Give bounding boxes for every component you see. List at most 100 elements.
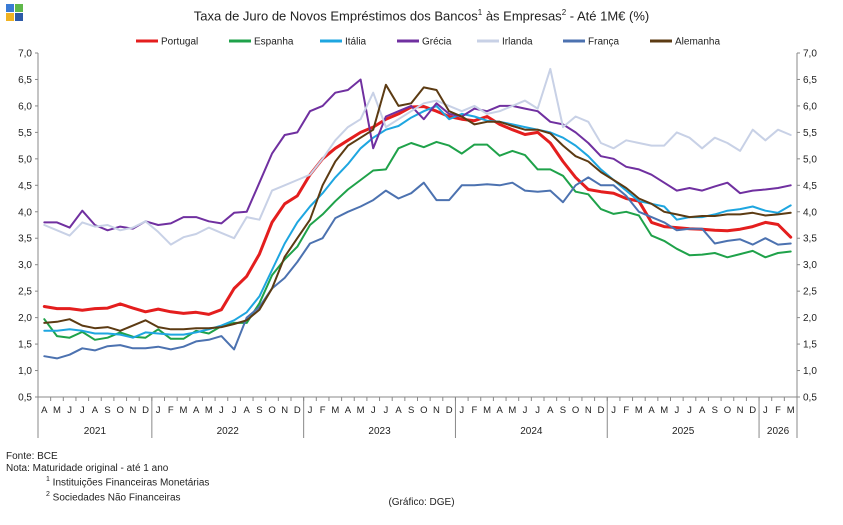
y-tick-label-right: 5,5 [803, 128, 817, 139]
month-label: O [572, 405, 579, 416]
month-label: F [168, 405, 174, 416]
month-label: A [648, 405, 655, 416]
month-label: M [357, 405, 365, 416]
y-tick-label-right: 6,0 [803, 101, 817, 112]
month-label: J [535, 405, 540, 416]
month-label: J [219, 405, 224, 416]
month-label: J [308, 405, 313, 416]
month-label: D [749, 405, 756, 416]
month-label: A [699, 405, 706, 416]
y-tick-label-left: 0,5 [18, 393, 32, 404]
year-label: 2023 [368, 426, 391, 437]
y-tick-label-right: 7,0 [803, 49, 817, 60]
year-label: 2022 [217, 426, 240, 437]
y-tick-label-left: 1,5 [18, 340, 32, 351]
month-label: S [712, 405, 718, 416]
y-tick-label-right: 1,0 [803, 366, 817, 377]
month-label: J [80, 405, 85, 416]
month-label: M [53, 405, 61, 416]
chart-axes: 0,5 0,5 1,0 1,0 1,5 1,5 2,0 2,0 2,5 2,5 3,0 3,0 3,5 3… [18, 49, 817, 438]
month-label: J [67, 405, 72, 416]
y-tick-label-right: 3,0 [803, 260, 817, 271]
month-label: D [597, 405, 604, 416]
month-label: M [205, 405, 213, 416]
y-tick-label-left: 2,5 [18, 287, 32, 298]
month-label: J [687, 405, 692, 416]
y-tick-label-right: 5,0 [803, 154, 817, 165]
month-label: J [232, 405, 237, 416]
month-label: J [156, 405, 161, 416]
month-label: O [420, 405, 427, 416]
month-label: M [180, 405, 188, 416]
y-tick-label-left: 5,5 [18, 128, 32, 139]
month-label: N [433, 405, 440, 416]
month-label: J [763, 405, 768, 416]
month-label: A [193, 405, 200, 416]
legend-label-grécia: Grécia [422, 37, 452, 48]
month-label: O [268, 405, 275, 416]
series-line-espanha [43, 140, 792, 341]
footnote-1: 1 Instituições Financeiras Monetárias [46, 476, 210, 489]
chart-title: Taxa de Juro de Novos Empréstimos dos Ba… [193, 8, 650, 24]
legend-label-portugal: Portugal [161, 37, 198, 48]
month-label: J [611, 405, 616, 416]
y-tick-label-right: 4,5 [803, 181, 817, 192]
month-label: M [787, 405, 795, 416]
y-tick-label-right: 2,0 [803, 313, 817, 324]
maturity-note: Nota: Maturidade original - até 1 ano [6, 462, 169, 474]
month-label: D [142, 405, 149, 416]
y-tick-label-right: 6,5 [803, 75, 817, 86]
dge-logo [6, 4, 23, 21]
year-label: 2025 [672, 426, 695, 437]
y-tick-label-left: 3,5 [18, 234, 32, 245]
month-label: S [408, 405, 414, 416]
month-label: M [635, 405, 643, 416]
month-label: S [256, 405, 262, 416]
y-tick-label-left: 3,0 [18, 260, 32, 271]
month-label: O [724, 405, 731, 416]
month-label: D [294, 405, 301, 416]
month-label: J [459, 405, 464, 416]
footnotes: Fonte: BCE Nota: Maturidade original - a… [6, 451, 209, 504]
month-label: S [104, 405, 110, 416]
y-tick-label-left: 6,5 [18, 75, 32, 86]
y-tick-label-right: 1,5 [803, 340, 817, 351]
series-line-irlanda [43, 67, 792, 246]
legend-label-irlanda: Irlanda [502, 37, 533, 48]
source-note: Fonte: BCE [6, 451, 58, 462]
series-line-grécia [43, 78, 792, 232]
chart-legend: Portugal Espanha Itália Grécia Irlanda França… [136, 37, 720, 48]
y-tick-label-left: 6,0 [18, 101, 32, 112]
y-tick-label-left: 4,5 [18, 181, 32, 192]
y-tick-label-left: 7,0 [18, 49, 32, 60]
series-line-frança [43, 176, 792, 360]
month-label: N [585, 405, 592, 416]
month-label: A [497, 405, 504, 416]
month-label: F [775, 405, 781, 416]
y-tick-label-left: 2,0 [18, 313, 32, 324]
y-tick-label-left: 4,0 [18, 207, 32, 218]
series-line-itália [43, 104, 792, 339]
footnote-2: 2 Sociedades Não Financeiras [46, 490, 181, 504]
month-label: A [395, 405, 402, 416]
month-label: J [523, 405, 528, 416]
year-label: 2026 [767, 426, 790, 437]
month-label: A [92, 405, 99, 416]
month-label: N [281, 405, 288, 416]
month-label: A [345, 405, 352, 416]
y-tick-label-right: 3,5 [803, 234, 817, 245]
chart-credit: (Gráfico: DGE) [388, 497, 455, 508]
y-tick-label-left: 1,0 [18, 366, 32, 377]
y-tick-label-right: 0,5 [803, 393, 817, 404]
series-line-portugal [42, 105, 793, 316]
month-label: F [472, 405, 478, 416]
series-line-alemanha [43, 83, 792, 332]
month-label: M [508, 405, 516, 416]
y-tick-label-right: 2,5 [803, 287, 817, 298]
y-tick-label-left: 5,0 [18, 154, 32, 165]
month-label: A [244, 405, 251, 416]
month-label: M [660, 405, 668, 416]
y-tick-label-right: 4,0 [803, 207, 817, 218]
year-label: 2024 [520, 426, 543, 437]
